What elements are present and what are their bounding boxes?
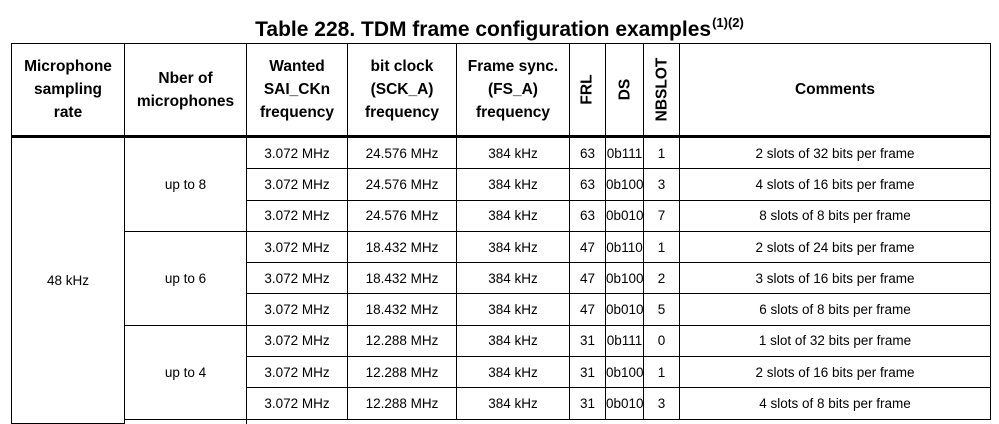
sck-cell: 12.288 MHz bbox=[347, 356, 457, 389]
comment-cell: 8 slots of 8 bits per frame bbox=[679, 199, 991, 232]
nbslot-cell: 7 bbox=[643, 199, 680, 232]
table-title-notes: (1)(2) bbox=[712, 15, 744, 30]
sck-cell: 24.576 MHz bbox=[347, 199, 457, 232]
comment-cell: 2 slots of 24 bits per frame bbox=[679, 230, 991, 264]
wanted-cell: 3.072 MHz bbox=[246, 387, 348, 420]
tdm-config-table: Microphone sampling rate Nber of microphone… bbox=[11, 43, 991, 424]
fs-cell: 384 kHz bbox=[456, 230, 570, 264]
ds-cell: 0b110 bbox=[605, 230, 644, 264]
header-nbslot: NBSLOT bbox=[643, 43, 680, 137]
wanted-cell: 3.072 MHz bbox=[246, 293, 348, 326]
microphones-cell: up to 4 bbox=[124, 324, 247, 420]
header-bit-clock: bit clock (SCK_A) frequency bbox=[347, 43, 457, 137]
table-row: up to 6 3.072 MHz 18.432 MHz 384 kHz 47 0b110… bbox=[12, 230, 991, 326]
nbslot-cell: 2 bbox=[643, 262, 680, 295]
wanted-cell: 3.072 MHz bbox=[246, 230, 348, 264]
nbslot-cell: 0 bbox=[643, 324, 680, 358]
comment-cell: 4 slots of 8 bits per frame bbox=[679, 387, 991, 420]
comment-cell: 4 slots of 16 bits per frame bbox=[679, 168, 991, 201]
wanted-cell: 3.072 MHz bbox=[246, 324, 348, 358]
ds-cell: 0b010 bbox=[605, 387, 644, 420]
frl-cell: 31 bbox=[569, 356, 606, 389]
frl-cell: 63 bbox=[569, 199, 606, 232]
header-frl: FRL bbox=[569, 43, 606, 137]
ds-cell: 0b111 bbox=[605, 324, 644, 358]
microphones-cell: up to 6 bbox=[124, 230, 247, 326]
sck-cell: 24.576 MHz bbox=[347, 135, 457, 170]
ds-cell: 0b010 bbox=[605, 293, 644, 326]
header-wanted-frequency: Wanted SAI_CKn frequency bbox=[246, 43, 348, 137]
comment-cell: 6 slots of 8 bits per frame bbox=[679, 293, 991, 326]
comment-cell: 1 slot of 32 bits per frame bbox=[679, 324, 991, 358]
wanted-cell: 3.072 MHz bbox=[246, 356, 348, 389]
wanted-cell: 3.072 MHz bbox=[246, 262, 348, 295]
table-row: 3.072 MHz 12.288 MHz 384 kHz 31 0b100 1 2 slot… bbox=[12, 356, 991, 389]
sck-cell: 12.288 MHz bbox=[347, 387, 457, 420]
fs-cell: 384 kHz bbox=[456, 262, 570, 295]
header-sampling-rate: Microphone sampling rate bbox=[11, 43, 125, 137]
header-frame-sync: Frame sync. (FS_A) frequency bbox=[456, 43, 570, 137]
header-row: Microphone sampling rate Nber of microphone… bbox=[11, 43, 991, 137]
ds-cell: 0b010 bbox=[605, 199, 644, 232]
fs-cell: 384 kHz bbox=[456, 324, 570, 358]
nbslot-cell: 1 bbox=[643, 135, 680, 170]
fs-cell: 384 kHz bbox=[456, 135, 570, 170]
table-title: Table 228. TDM frame configuration examp… bbox=[0, 10, 999, 43]
wanted-cell: 3.072 MHz bbox=[246, 135, 348, 170]
ds-cell: 0b100 bbox=[605, 356, 644, 389]
table-row: 3.072 MHz 24.576 MHz 384 kHz 63 0b100 3 4 slot… bbox=[12, 168, 991, 201]
frl-cell: 47 bbox=[569, 293, 606, 326]
nbslot-cell: 3 bbox=[643, 387, 680, 420]
sck-cell: 12.288 MHz bbox=[347, 324, 457, 358]
sampling-rate-cell: 48 kHz bbox=[11, 135, 125, 424]
wanted-cell: 3.072 MHz bbox=[246, 199, 348, 232]
fs-cell: 384 kHz bbox=[456, 387, 570, 420]
fs-cell: 384 kHz bbox=[456, 356, 570, 389]
table-title-text: Table 228. TDM frame configuration examp… bbox=[255, 18, 712, 41]
table-row: 48 kHz up to 8 3.072 MHz 24.576 MHz 384 kHz 6… bbox=[11, 135, 991, 424]
nbslot-cell: 1 bbox=[643, 356, 680, 389]
sck-cell: 24.576 MHz bbox=[347, 168, 457, 201]
table-row: 3.072 MHz 12.288 MHz 384 kHz 31 0b010 3 4 slot… bbox=[12, 387, 991, 420]
ds-cell: 0b111 bbox=[605, 135, 644, 170]
frl-cell: 31 bbox=[569, 387, 606, 420]
nbslot-cell: 3 bbox=[643, 168, 680, 201]
ds-cell: 0b100 bbox=[605, 168, 644, 201]
table-row: 3.072 MHz 24.576 MHz 384 kHz 63 0b010 7 8 slot… bbox=[12, 199, 991, 232]
cutoff-cell bbox=[124, 418, 247, 424]
comment-cell: 3 slots of 16 bits per frame bbox=[679, 262, 991, 295]
table-row: up to 4 3.072 MHz 12.288 MHz 384 kHz 31 0b111… bbox=[12, 324, 991, 420]
fs-cell: 384 kHz bbox=[456, 293, 570, 326]
header-ds: DS bbox=[605, 43, 644, 137]
ds-cell: 0b100 bbox=[605, 262, 644, 295]
frl-cell: 31 bbox=[569, 324, 606, 358]
nbslot-cell: 1 bbox=[643, 230, 680, 264]
comment-cell: 2 slots of 16 bits per frame bbox=[679, 356, 991, 389]
fs-cell: 384 kHz bbox=[456, 168, 570, 201]
table-row: 3.072 MHz 18.432 MHz 384 kHz 47 0b010 5 6 slot… bbox=[12, 293, 991, 326]
microphones-cell: up to 8 bbox=[124, 136, 247, 232]
comment-cell: 2 slots of 32 bits per frame bbox=[679, 135, 991, 170]
frl-cell: 47 bbox=[569, 262, 606, 295]
sck-cell: 18.432 MHz bbox=[347, 230, 457, 264]
wanted-cell: 3.072 MHz bbox=[246, 168, 348, 201]
frl-cell: 47 bbox=[569, 230, 606, 264]
fs-cell: 384 kHz bbox=[456, 199, 570, 232]
frl-cell: 63 bbox=[569, 135, 606, 170]
sck-cell: 18.432 MHz bbox=[347, 293, 457, 326]
header-nber-microphones: Nber of microphones bbox=[124, 43, 247, 137]
frl-cell: 63 bbox=[569, 168, 606, 201]
cutoff-row bbox=[12, 418, 991, 424]
nbslot-cell: 5 bbox=[643, 293, 680, 326]
table-row: 3.072 MHz 18.432 MHz 384 kHz 47 0b100 2 3 slot… bbox=[12, 262, 991, 295]
sck-cell: 18.432 MHz bbox=[347, 262, 457, 295]
header-comments: Comments bbox=[679, 43, 991, 137]
